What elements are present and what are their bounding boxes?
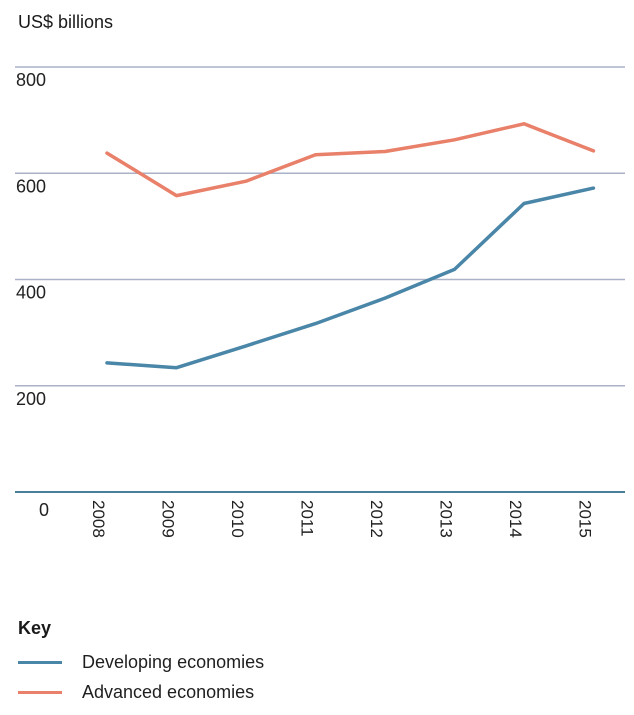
legend-item-advanced: Advanced economies: [18, 677, 618, 707]
legend-swatch-developing: [18, 660, 62, 664]
x-tick-label-2010: 2010: [228, 500, 247, 538]
x-tick-label-2011: 2011: [298, 500, 317, 537]
x-tick-label-2009: 2009: [159, 500, 178, 538]
legend: Key Developing economies Advanced econom…: [18, 618, 618, 707]
series-line-advanced: [105, 122, 596, 198]
y-tick-label-800: 800: [16, 70, 46, 90]
legend-label-developing: Developing economies: [82, 651, 265, 672]
legend-title: Key: [18, 618, 52, 638]
y-tick-label-400: 400: [16, 283, 46, 303]
y-tick-label-0: 0: [39, 500, 49, 520]
line-chart: US$ billions 0 200 400 600 800 2008 2009 2010 2…: [15, 12, 625, 538]
legend-label-advanced: Advanced economies: [82, 681, 255, 702]
series-lines: [105, 122, 596, 370]
x-tick-label-2014: 2014: [506, 500, 525, 538]
series-line-developing: [105, 186, 596, 370]
y-axis-title: US$ billions: [18, 12, 113, 32]
legend-swatch-advanced: [18, 690, 62, 694]
y-axis-ticks: 0 200 400 600 800: [16, 70, 49, 520]
gridlines: [15, 66, 625, 493]
legend-item-developing: Developing economies: [18, 647, 618, 677]
x-tick-label-2012: 2012: [367, 500, 386, 538]
y-tick-label-200: 200: [16, 389, 46, 409]
y-tick-label-600: 600: [16, 176, 46, 196]
x-tick-label-2008: 2008: [89, 500, 108, 538]
x-tick-label-2013: 2013: [437, 500, 456, 538]
x-axis-ticks: 2008 2009 2010 2011 2012 2013 2014 2015: [89, 500, 595, 538]
x-tick-label-2015: 2015: [576, 500, 595, 538]
